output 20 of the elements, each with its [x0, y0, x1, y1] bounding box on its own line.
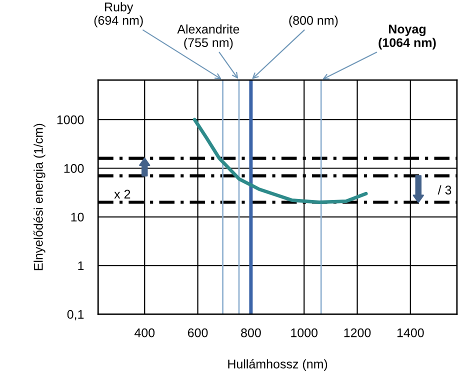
y-tick-label: 0,1 — [67, 310, 84, 320]
line-series — [192, 118, 368, 204]
ref-line-label: Ruby (694 nm) — [94, 2, 143, 28]
ref-line-label: Alexandrite (755 nm) — [177, 24, 240, 50]
annotation: x 2 — [114, 190, 130, 198]
x-tick-label: 1200 — [344, 328, 371, 338]
ref-line-label: Noyag (1064 nm) — [378, 24, 436, 50]
y-axis-title: Elnyelődési energia (1/cm) — [34, 124, 46, 270]
x-tick-label: 1400 — [397, 328, 424, 338]
y-tick-label: 10 — [71, 212, 84, 222]
y-tick-label: 1000 — [57, 115, 84, 124]
x-tick-label: 600 — [188, 328, 208, 338]
x-tick-label: 1000 — [291, 328, 318, 338]
x-tick-label: 800 — [241, 328, 261, 338]
x-axis-title: Hullámhossz (nm) — [228, 359, 328, 371]
y-tick-label: 1 — [78, 261, 84, 270]
annotation: / 3 — [438, 185, 452, 194]
y-tick-label: 100 — [64, 164, 84, 173]
ref-line-label: (800 nm) — [289, 16, 338, 28]
x-tick-label: 400 — [134, 328, 155, 338]
